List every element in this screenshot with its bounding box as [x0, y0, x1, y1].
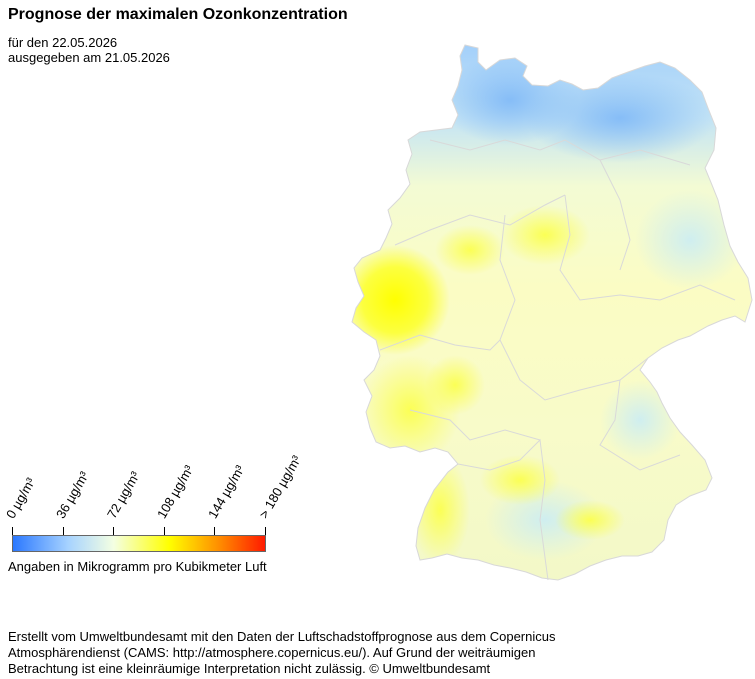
germany-ozone-map — [351, 44, 753, 581]
footer-line-3: Betrachtung ist eine kleinräumige Interp… — [8, 661, 491, 676]
germany-border — [351, 44, 753, 581]
ozone-field — [352, 45, 752, 580]
state-borders — [379, 139, 736, 581]
forecast-date: für den 22.05.2026 — [8, 35, 118, 50]
issue-date: ausgegeben am 21.05.2026 — [8, 50, 170, 65]
footer-line-1: Erstellt vom Umweltbundesamt mit den Dat… — [8, 629, 556, 644]
legend-unit-note: Angaben in Mikrogramm pro Kubikmeter Luf… — [8, 559, 267, 574]
legend-color-bar — [12, 535, 266, 552]
footer-line-2: Atmosphärendienst (CAMS: http://atmosphe… — [8, 645, 536, 660]
page-title: Prognose der maximalen Ozonkonzentration — [8, 6, 348, 23]
footer-credit: Erstellt vom Umweltbundesamt mit den Dat… — [8, 629, 648, 677]
legend-tick-marks — [12, 527, 266, 535]
